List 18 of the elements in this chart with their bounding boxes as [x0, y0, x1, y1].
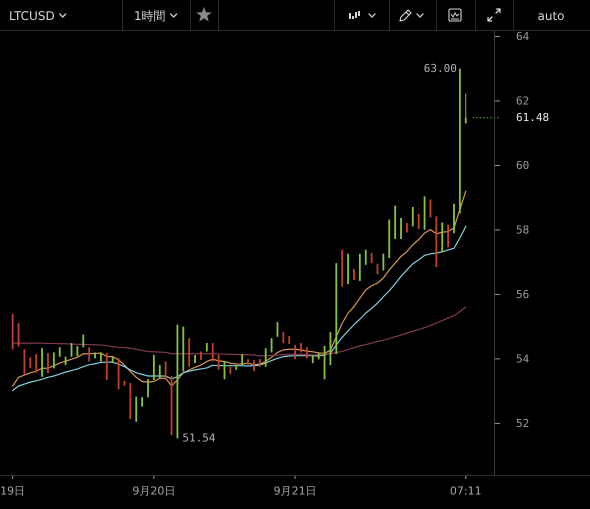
- text: auto: [537, 9, 565, 23]
- chart-title: LTCUSD: [9, 9, 55, 23]
- y-tick-label: 56: [516, 288, 530, 301]
- y-tick-label: 62: [516, 94, 530, 108]
- annotation: 63.00: [424, 62, 457, 76]
- y-tick-label: 54: [516, 352, 530, 366]
- annotation: 51.54: [182, 432, 216, 445]
- x-tick-label: 07:11: [450, 484, 482, 498]
- y-tick-label: 64: [516, 30, 530, 43]
- line-series: [12, 226, 466, 392]
- y-tick-label: 60: [516, 158, 530, 172]
- chart-subtitle: 1時間: [134, 9, 166, 23]
- x-tick-label: 9月21日: [274, 484, 317, 498]
- y-tick-label: 52: [516, 416, 530, 430]
- ref-line-label: 61.48: [516, 111, 550, 124]
- y-tick-label: 58: [516, 223, 530, 236]
- x-tick-label: 19日: [0, 484, 26, 498]
- x-tick-label: 9月20日: [132, 484, 176, 498]
